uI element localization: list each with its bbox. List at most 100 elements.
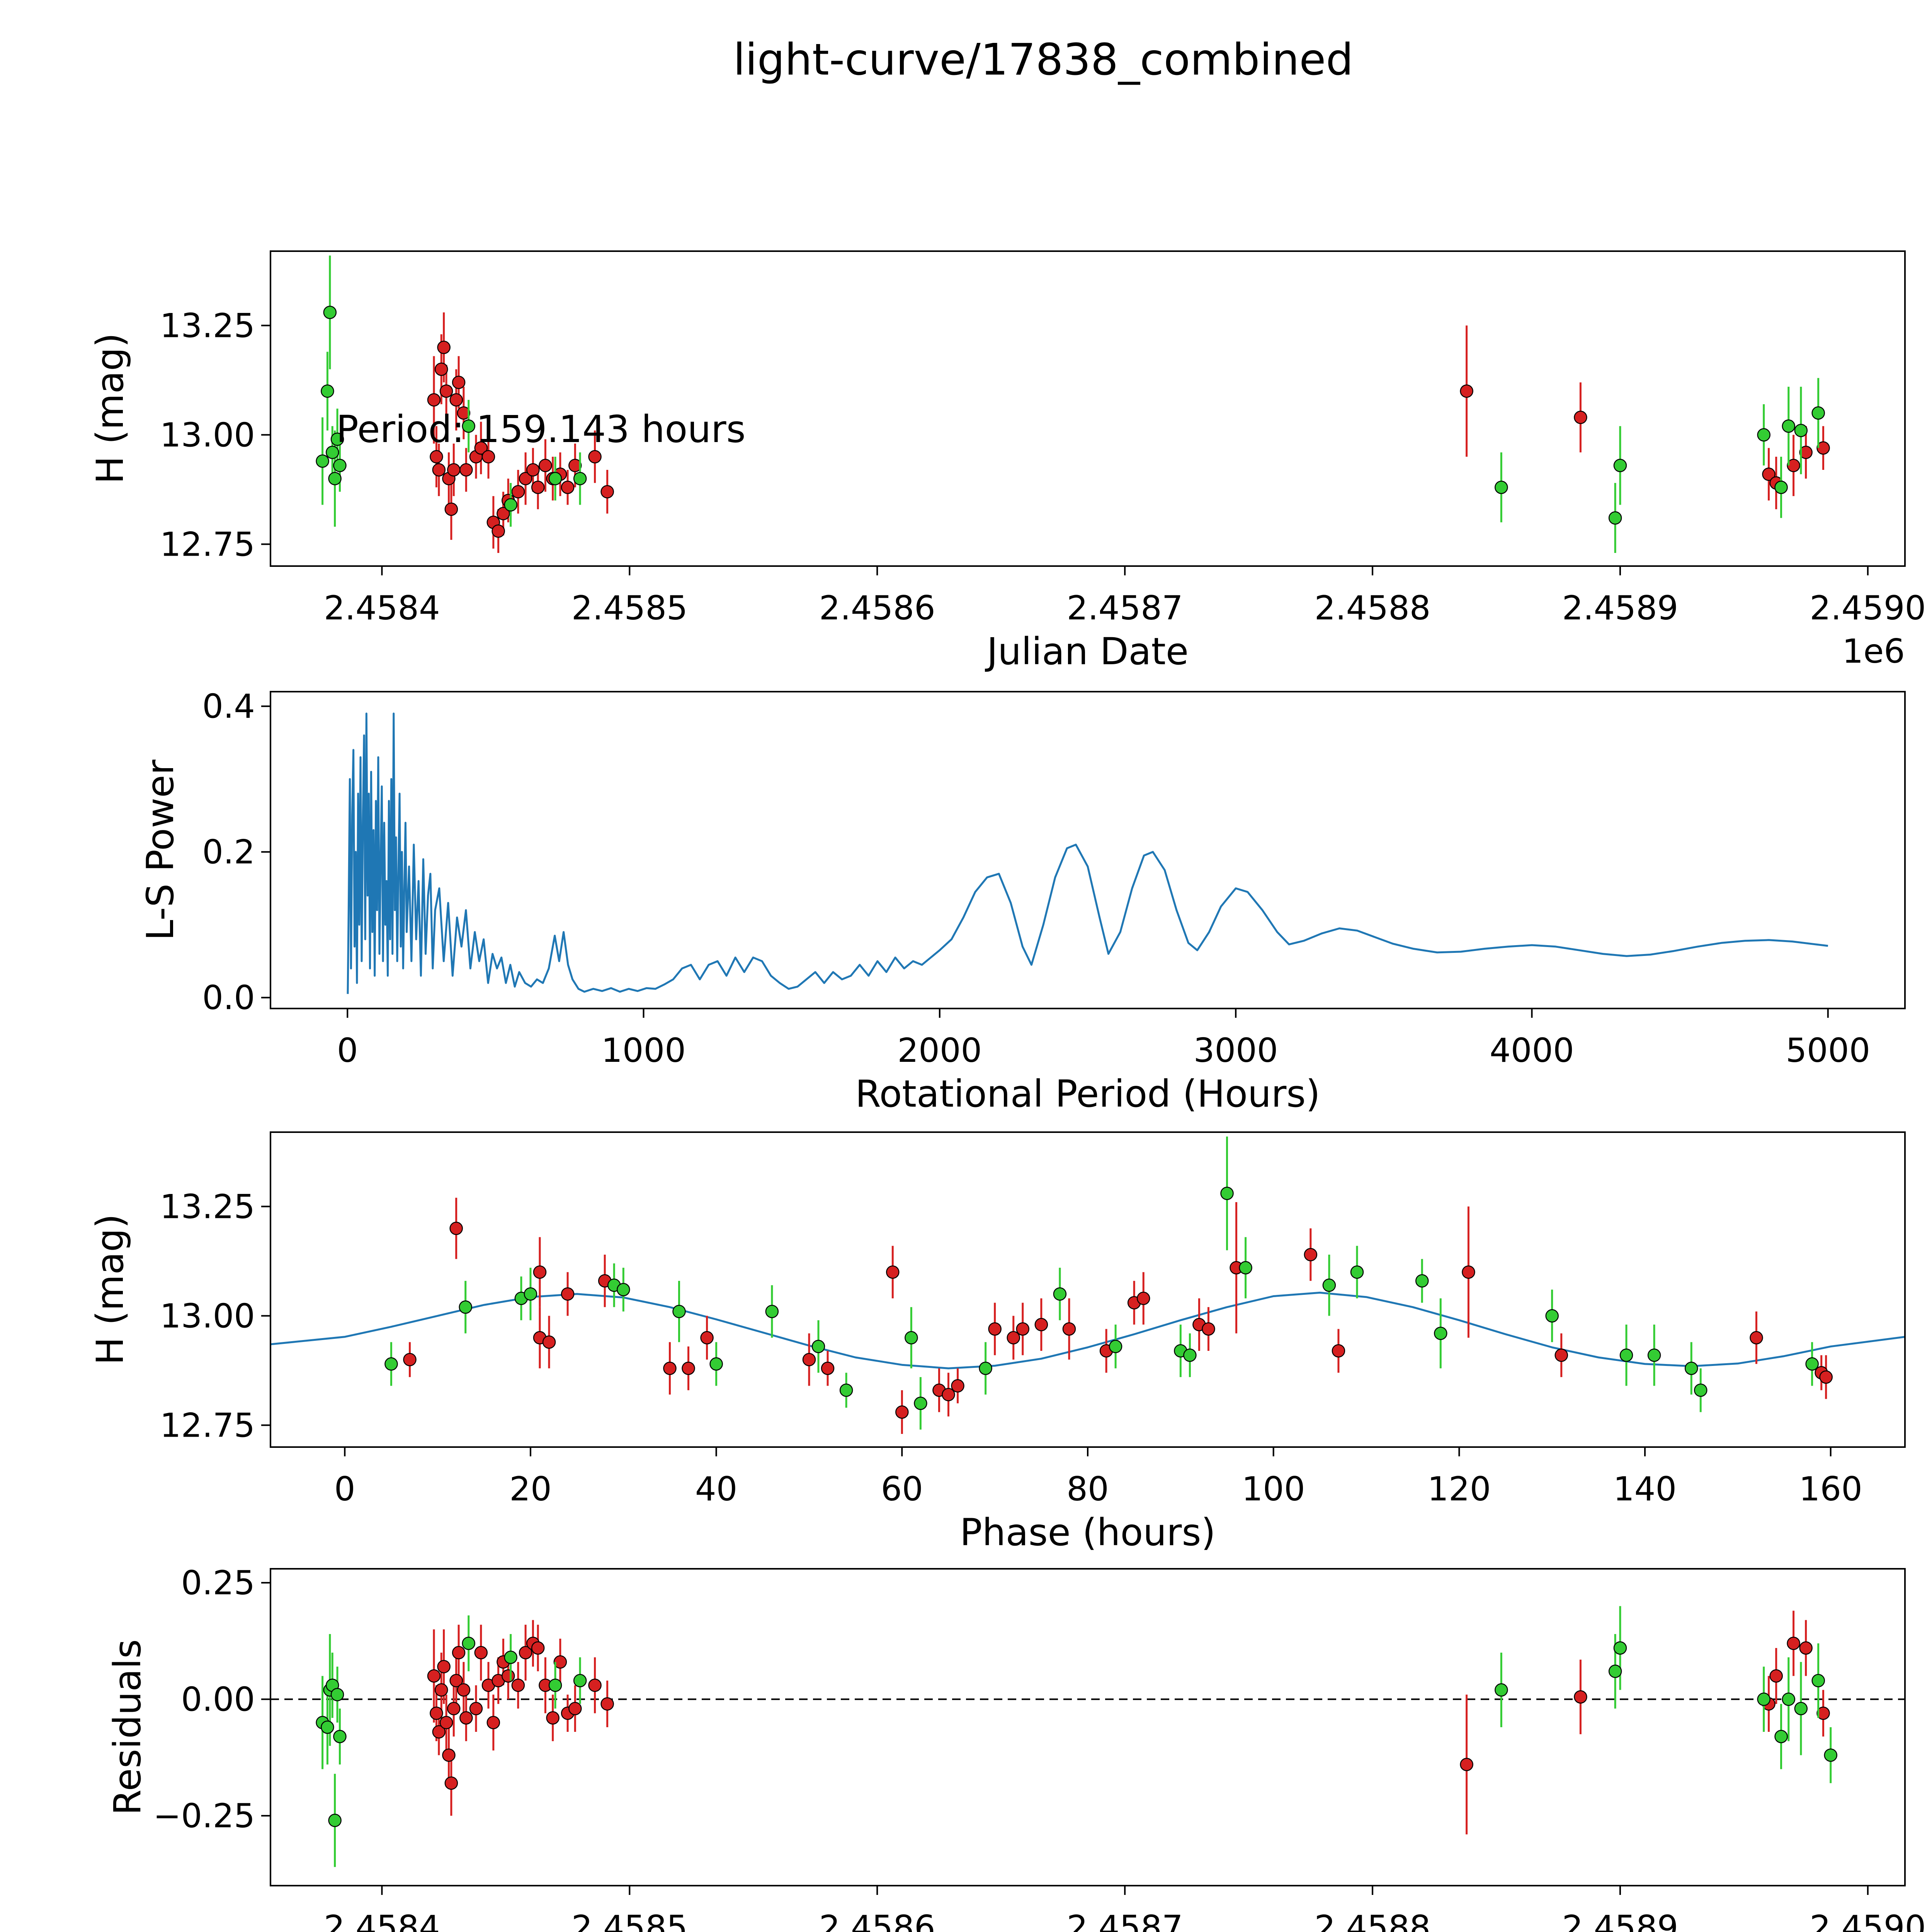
green-observations-marker bbox=[321, 384, 334, 398]
green-phase-marker bbox=[1619, 1349, 1633, 1362]
red-residuals-marker bbox=[502, 1669, 515, 1683]
x-tick-label: 2.4585 bbox=[571, 589, 688, 628]
lightcurve-jd-plot-area bbox=[316, 255, 1830, 553]
axis-ylabel-lightcurve: H (mag) bbox=[88, 333, 132, 484]
green-observations-marker bbox=[330, 432, 344, 446]
red-phase-marker bbox=[533, 1265, 547, 1279]
x-tick-label: 0 bbox=[334, 1470, 355, 1509]
red-residuals-marker bbox=[447, 1702, 461, 1716]
green-phase-marker bbox=[1350, 1265, 1364, 1279]
red-observations-marker bbox=[437, 340, 451, 354]
axis-ylabel-periodogram: L-S Power bbox=[139, 759, 182, 941]
x-tick-label: 3000 bbox=[1194, 1031, 1278, 1070]
green-phase-marker bbox=[709, 1357, 723, 1371]
green-residuals-marker bbox=[1811, 1674, 1825, 1687]
green-phase-marker bbox=[905, 1331, 918, 1345]
x-tick-label: 2.4589 bbox=[1562, 1908, 1678, 1932]
x-tick-label: 2.4584 bbox=[324, 589, 440, 628]
red-phase-marker bbox=[821, 1362, 835, 1375]
green-phase-marker bbox=[1183, 1349, 1197, 1362]
green-residuals-marker bbox=[462, 1636, 475, 1650]
green-phase-marker bbox=[1415, 1274, 1429, 1288]
x-tick-label: 80 bbox=[1066, 1470, 1109, 1509]
red-observations-marker bbox=[457, 406, 471, 420]
red-phase-marker bbox=[663, 1362, 677, 1375]
red-observations-marker bbox=[481, 450, 495, 464]
green-observations-marker bbox=[1608, 511, 1622, 525]
green-phase-marker bbox=[617, 1283, 630, 1296]
red-residuals-marker bbox=[437, 1660, 451, 1673]
axis-ylabel-phase: H (mag) bbox=[88, 1214, 132, 1365]
x-tick-label: 5000 bbox=[1786, 1031, 1870, 1070]
red-observations-marker bbox=[600, 485, 614, 498]
red-residuals-marker bbox=[469, 1702, 483, 1716]
x-tick-label: 0 bbox=[337, 1031, 358, 1070]
red-observations-marker bbox=[1574, 410, 1587, 424]
red-phase-marker bbox=[1750, 1331, 1763, 1345]
green-residuals-marker bbox=[1824, 1748, 1837, 1762]
ls-power-curve bbox=[347, 713, 1828, 994]
red-residuals-marker bbox=[442, 1748, 456, 1762]
red-residuals-marker bbox=[430, 1706, 443, 1720]
green-observations-marker bbox=[1782, 419, 1796, 433]
green-phase-marker bbox=[384, 1357, 398, 1371]
red-observations-marker bbox=[474, 441, 488, 455]
green-residuals-marker bbox=[330, 1688, 344, 1701]
red-observations-marker bbox=[519, 472, 532, 485]
phase-folded-plot-area bbox=[270, 1136, 1905, 1434]
phase-folded-spines bbox=[270, 1131, 1906, 1448]
green-residuals-marker bbox=[573, 1674, 587, 1687]
red-residuals-marker bbox=[553, 1655, 567, 1669]
x-tick-label: 2.4588 bbox=[1315, 1908, 1431, 1932]
green-observations-marker bbox=[1613, 459, 1627, 472]
axis-xlabel-periodogram: Rotational Period (Hours) bbox=[855, 1072, 1320, 1116]
green-phase-marker bbox=[1220, 1187, 1234, 1200]
green-phase-marker bbox=[1647, 1349, 1661, 1362]
red-phase-marker bbox=[802, 1353, 816, 1366]
green-observations-marker bbox=[1495, 481, 1508, 494]
green-phase-marker bbox=[1109, 1340, 1122, 1353]
red-residuals-marker bbox=[1799, 1641, 1813, 1655]
red-phase-marker bbox=[1202, 1322, 1215, 1336]
green-observations-marker bbox=[323, 306, 337, 319]
red-phase-marker bbox=[1136, 1291, 1150, 1305]
green-residuals-marker bbox=[328, 1813, 342, 1827]
figure-title: light-curve/17838_combined bbox=[733, 35, 1354, 85]
red-phase-marker bbox=[1462, 1265, 1475, 1279]
green-phase-marker bbox=[1239, 1261, 1252, 1275]
x-tick-label: 2.4587 bbox=[1067, 589, 1183, 628]
green-residuals-marker bbox=[1608, 1665, 1622, 1678]
red-phase-marker bbox=[1034, 1318, 1048, 1332]
y-tick-label: 13.00 bbox=[160, 1297, 255, 1335]
green-observations-marker bbox=[1774, 481, 1788, 494]
x-tick-label: 2.4587 bbox=[1067, 1908, 1183, 1932]
green-phase-marker bbox=[765, 1304, 779, 1318]
x-tick-label: 2.4590 bbox=[1810, 1908, 1926, 1932]
residuals-jd-spines bbox=[270, 1568, 1906, 1886]
green-phase-marker bbox=[459, 1300, 472, 1314]
red-observations-marker bbox=[1762, 468, 1776, 481]
green-phase-marker bbox=[1805, 1357, 1819, 1371]
x-tick-label: 40 bbox=[695, 1470, 737, 1509]
y-tick-label: 0.00 bbox=[181, 1680, 255, 1719]
green-residuals-marker bbox=[1782, 1692, 1796, 1706]
x-tick-label: 2.4589 bbox=[1562, 589, 1678, 628]
red-residuals-marker bbox=[474, 1646, 488, 1660]
red-observations-marker bbox=[497, 507, 510, 520]
y-tick-label: 13.00 bbox=[160, 416, 255, 454]
red-observations-marker bbox=[568, 459, 582, 472]
red-residuals-marker bbox=[444, 1776, 458, 1790]
green-observations-marker bbox=[1794, 423, 1808, 437]
x-tick-label: 60 bbox=[881, 1470, 923, 1509]
green-phase-marker bbox=[839, 1383, 853, 1397]
y-tick-label: −0.25 bbox=[153, 1797, 255, 1835]
red-residuals-marker bbox=[588, 1679, 602, 1692]
x-tick-label: 4000 bbox=[1490, 1031, 1574, 1070]
red-residuals-marker bbox=[1769, 1669, 1783, 1683]
y-tick-label: 0.2 bbox=[202, 833, 255, 872]
x-tick-label: 120 bbox=[1427, 1470, 1491, 1509]
red-observations-marker bbox=[444, 502, 458, 516]
red-residuals-marker bbox=[432, 1725, 446, 1739]
green-phase-marker bbox=[1322, 1278, 1336, 1292]
y-tick-label: 13.25 bbox=[160, 306, 255, 345]
